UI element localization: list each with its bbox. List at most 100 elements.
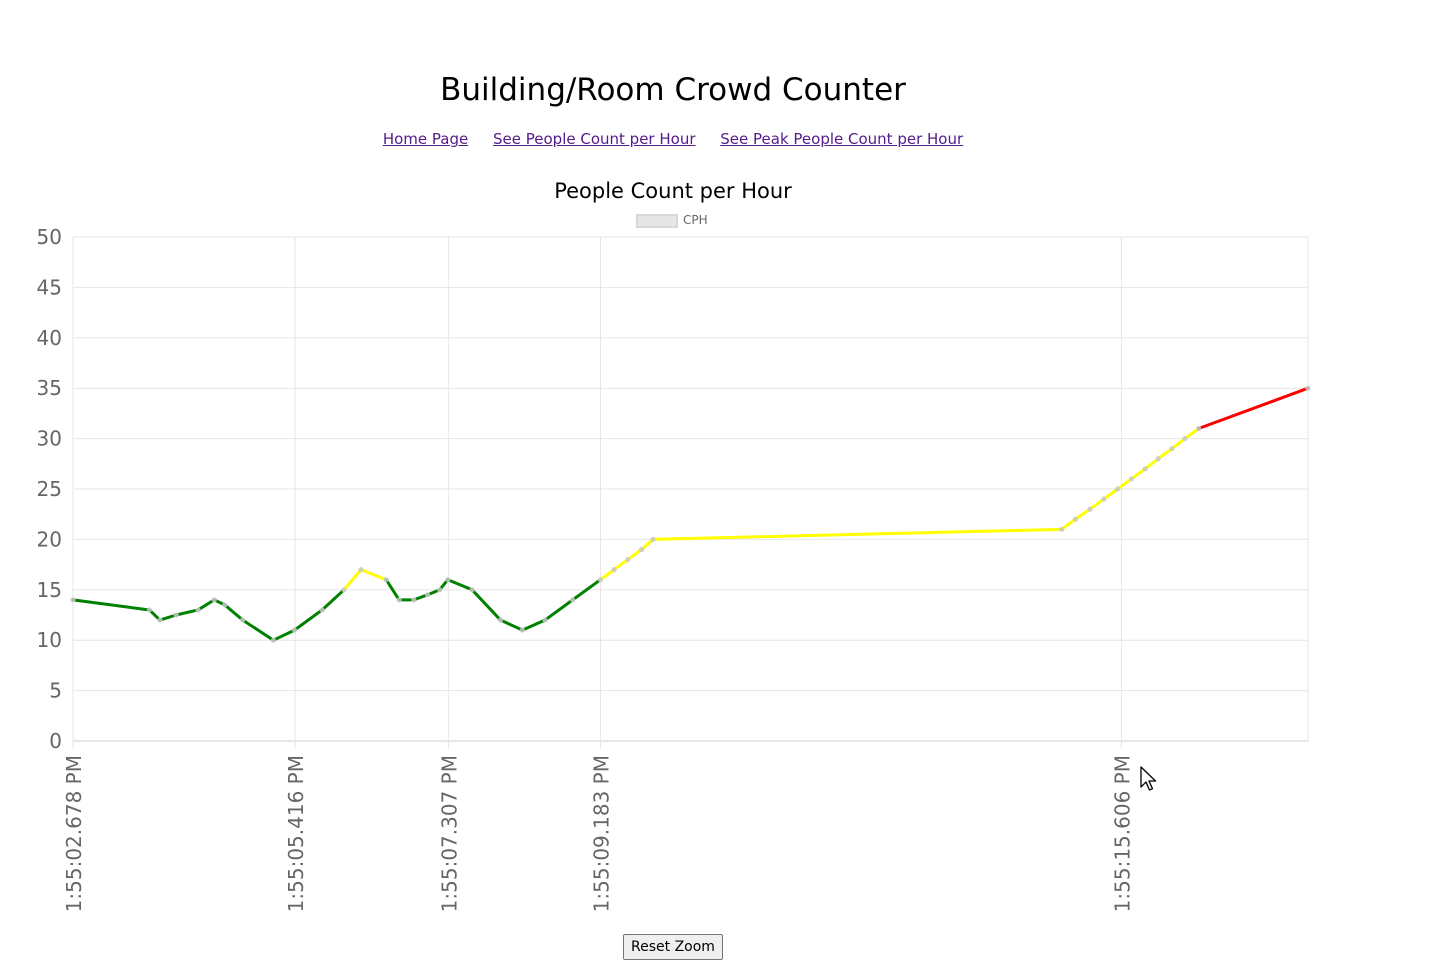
cph-data-point[interactable] [597,577,604,583]
cph-line-segment [1073,507,1092,521]
cph-data-point[interactable] [1305,385,1311,391]
cph-data-point[interactable] [319,607,325,613]
cph-data-point[interactable] [173,612,179,618]
cph-line-segment [470,588,503,622]
y-tick-label: 15 [37,578,62,602]
cph-line-segment [598,568,616,582]
cph-data-point[interactable] [1155,456,1161,462]
cph-data-point[interactable] [519,627,526,633]
cph-data-point[interactable] [1059,526,1065,532]
cph-data-point[interactable] [424,592,431,598]
cph-data-point[interactable] [1101,496,1107,502]
cph-line-segment [223,603,245,622]
cph-line-segment [543,598,575,622]
cph-line-segment [612,558,630,572]
cph-line-segment [520,618,547,632]
cph-line-segment [1183,427,1201,441]
y-tick-label: 50 [37,225,62,249]
x-tick-label: 1:55:15.606 PM [1110,755,1134,912]
x-tick-label: 1:55:05.416 PM [284,755,308,912]
cph-data-point[interactable] [469,587,475,593]
x-tick-label: 1:55:09.183 PM [589,755,613,912]
y-tick-label: 0 [49,729,62,753]
cph-line-segment [271,628,297,642]
x-axis-ticks: 1:55:02.678 PM 1:55:05.416 PM 1:55:07.307 … [62,755,1134,912]
cph-data-point[interactable] [611,567,617,573]
y-tick-label: 40 [37,326,62,350]
cph-data-point[interactable] [291,627,298,633]
nav-links: Home Page See People Count per Hour See … [0,130,1346,148]
people-count-chart[interactable]: People Count per Hour CPH 0 5 10 15 20 25 30 35… [0,170,1431,930]
x-tick-label: 1:55:02.678 PM [62,755,86,912]
home-page-link[interactable]: Home Page [382,130,469,148]
mouse-pointer-icon [1140,766,1157,791]
grid-lines [72,236,1309,749]
cph-line-segment [499,618,524,632]
cph-data-point[interactable] [497,617,504,623]
cph-line-segment [651,527,1064,541]
x-tick-label: 1:55:07.307 PM [437,755,461,912]
cph-data-point[interactable] [240,617,246,623]
cph-line-segment [1102,487,1120,501]
cph-data-point[interactable] [1087,506,1093,512]
reset-zoom-button[interactable]: Reset Zoom [623,934,723,960]
cph-data-point[interactable] [445,577,451,583]
y-tick-label: 25 [37,477,62,501]
cph-data-point[interactable] [437,587,443,593]
cph-line-segment [158,613,178,622]
chart-title: People Count per Hour [554,179,792,203]
cph-line-segment [71,598,151,612]
y-tick-label: 5 [49,679,62,703]
cph-data-point[interactable] [195,607,201,613]
cph-series-line [71,386,1310,642]
cph-data-point[interactable] [70,597,76,603]
y-tick-label: 35 [37,376,62,400]
cph-line-segment [359,568,388,582]
cph-data-point[interactable] [211,597,217,603]
cph-line-segment [241,618,275,642]
cph-line-segment [293,608,324,632]
cph-data-point[interactable] [1115,486,1121,492]
cph-data-point[interactable] [650,536,656,542]
cph-data-point[interactable] [1072,516,1079,522]
cph-line-segment [342,568,363,592]
y-tick-label: 10 [37,628,62,652]
cph-data-point[interactable] [639,546,645,553]
cph-line-segment [174,608,200,617]
cph-data-point[interactable] [341,587,347,593]
cph-data-point[interactable] [1169,446,1175,452]
y-tick-label: 20 [37,527,62,551]
cph-line-segment [1156,447,1174,461]
y-axis-ticks: 0 5 10 15 20 25 30 35 40 45 50 [37,225,62,753]
cph-data-point[interactable] [542,617,548,623]
cph-line-segment [626,547,644,562]
peak-people-count-per-hour-link[interactable]: See Peak People Count per Hour [720,130,964,148]
cph-line-segment [1197,386,1310,431]
y-tick-label: 30 [37,427,62,451]
cph-data-point[interactable] [358,567,364,573]
cph-data-point[interactable] [570,597,576,603]
cph-line-segment [1143,457,1160,471]
cph-data-point[interactable] [146,607,152,613]
cph-line-segment [1170,437,1187,451]
cph-data-point[interactable] [1142,466,1148,472]
cph-line-segment [571,578,602,602]
cph-line-segment [320,588,346,612]
cph-line-segment [196,598,216,612]
cph-data-point[interactable] [1182,436,1188,442]
cph-data-point[interactable] [270,637,277,643]
cph-data-point[interactable] [383,577,389,583]
cph-data-point[interactable] [222,602,228,608]
cph-line-segment [1060,517,1077,531]
cph-data-point[interactable] [1196,425,1202,432]
page-title: Building/Room Crowd Counter [440,72,906,108]
cph-data-point[interactable] [411,597,417,603]
cph-data-point[interactable] [1128,476,1134,482]
cph-data-point[interactable] [157,617,163,623]
legend-label-cph[interactable]: CPH [683,213,708,227]
cph-data-point[interactable] [625,556,631,563]
cph-line-segment [1116,477,1133,491]
cph-data-point[interactable] [396,597,402,603]
legend-swatch[interactable] [636,214,678,228]
people-count-per-hour-link[interactable]: See People Count per Hour [493,130,696,148]
